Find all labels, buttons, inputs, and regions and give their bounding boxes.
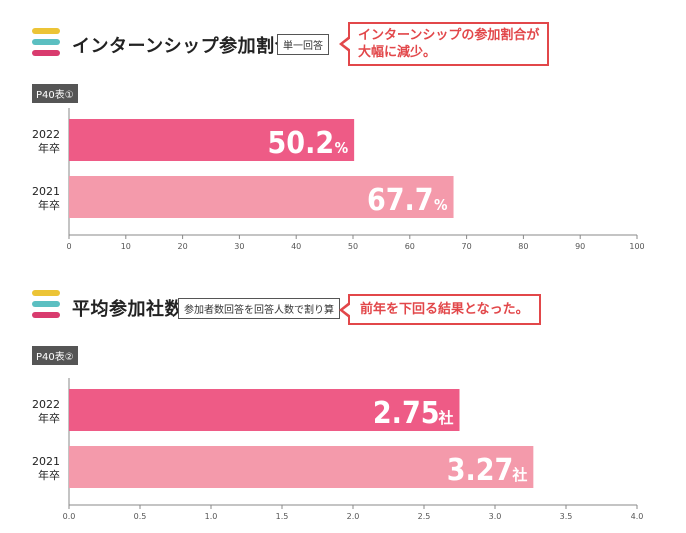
- x-tick-label: 3.0: [489, 512, 502, 521]
- color-legend-bars: [32, 28, 60, 61]
- callout-line-2: 大幅に減少。: [358, 45, 437, 60]
- x-tick-label: 10: [121, 242, 131, 251]
- value-label: 2.75: [373, 396, 440, 431]
- value-unit-label: %: [434, 196, 448, 214]
- x-tick-label: 0.5: [134, 512, 147, 521]
- table-reference-badge: P40表②: [32, 346, 78, 365]
- legend-bar-teal: [32, 39, 60, 45]
- x-tick-label: 2.0: [347, 512, 360, 521]
- legend-bar-yellow: [32, 290, 60, 296]
- value-label: 3.27: [447, 453, 514, 488]
- x-tick-label: 50: [348, 242, 358, 251]
- x-tick-label: 40: [291, 242, 301, 251]
- callout-box: 前年を下回る結果となった。: [339, 294, 541, 325]
- color-legend-bars: [32, 290, 60, 323]
- callout-box: インターンシップの参加割合が 大幅に減少。: [338, 22, 550, 66]
- x-tick-label: 0: [66, 242, 71, 251]
- category-label-year: 2022: [32, 398, 60, 411]
- legend-bar-pink: [32, 50, 60, 56]
- value-label: 50.2: [268, 126, 335, 161]
- x-tick-label: 90: [575, 242, 585, 251]
- bar-2022: [69, 389, 460, 431]
- x-tick-label: 1.5: [276, 512, 289, 521]
- x-tick-label: 70: [462, 242, 472, 251]
- category-label-suffix: 年卒: [38, 468, 60, 482]
- category-label-year: 2021: [32, 185, 60, 198]
- chart-title: 平均参加社数: [72, 299, 183, 320]
- x-tick-label: 80: [518, 242, 528, 251]
- x-tick-label: 20: [178, 242, 188, 251]
- bar-2021: [69, 446, 534, 488]
- value-unit-label: %: [335, 139, 349, 157]
- chart-title: インターンシップ参加割合: [72, 36, 294, 57]
- category-label-year: 2021: [32, 455, 60, 468]
- category-label-year: 2022: [32, 128, 60, 141]
- x-tick-label: 2.5: [418, 512, 431, 521]
- value-unit-label: 社: [437, 409, 453, 427]
- category-label-suffix: 年卒: [38, 141, 60, 155]
- callout-line-1: 前年を下回る結果となった。: [360, 302, 529, 317]
- x-tick-label: 60: [405, 242, 415, 251]
- average-companies-section: 平均参加社数 参加者数回答を回答人数で割り算 前年を下回る結果となった。 P40…: [0, 268, 686, 533]
- callout-line-1: インターンシップの参加割合が: [358, 28, 540, 43]
- x-tick-label: 3.5: [560, 512, 573, 521]
- table-reference-badge: P40表①: [32, 84, 78, 103]
- value-label: 67.7: [367, 183, 434, 218]
- x-tick-label: 0.0: [63, 512, 76, 521]
- x-tick-label: 100: [629, 242, 644, 251]
- x-tick-label: 4.0: [631, 512, 644, 521]
- legend-bar-yellow: [32, 28, 60, 34]
- value-unit-label: 社: [511, 466, 527, 484]
- bar-2022: [69, 119, 355, 161]
- category-label-suffix: 年卒: [38, 198, 60, 212]
- x-tick-label: 1.0: [205, 512, 218, 521]
- bar-2021: [69, 176, 454, 218]
- x-tick-label: 30: [234, 242, 244, 251]
- answer-type-tag: 単一回答: [277, 34, 329, 55]
- category-label-suffix: 年卒: [38, 411, 60, 425]
- legend-bar-teal: [32, 301, 60, 307]
- calculation-note-tag: 参加者数回答を回答人数で割り算: [178, 298, 340, 319]
- participation-rate-section: インターンシップ参加割合 単一回答 インターンシップの参加割合が 大幅に減少。 …: [0, 0, 686, 265]
- legend-bar-pink: [32, 312, 60, 318]
